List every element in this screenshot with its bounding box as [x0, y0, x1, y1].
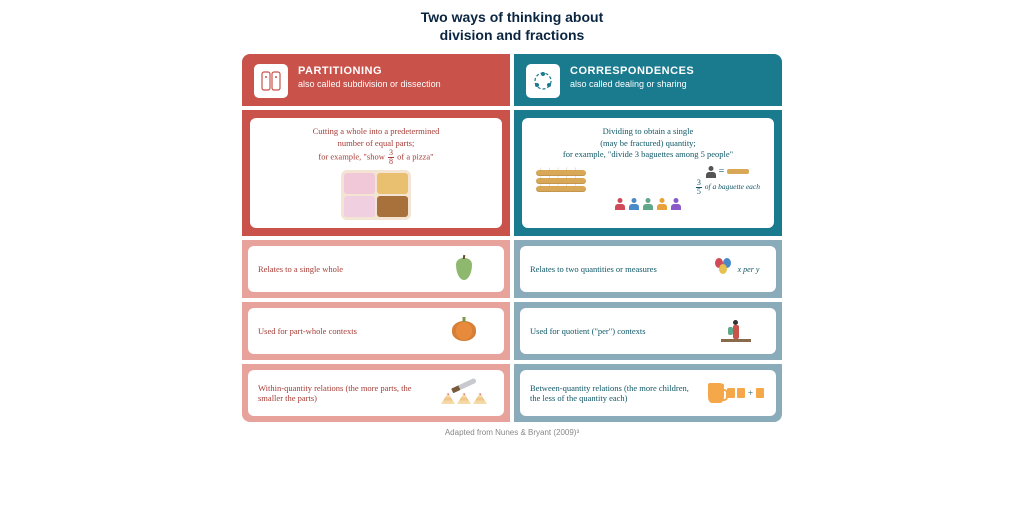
part-row-2: Used for part-whole contexts	[242, 302, 510, 360]
pear-icon	[434, 258, 494, 280]
corr-main-l3: for example, "divide 3 baguettes among 5…	[532, 149, 764, 160]
person-icon	[671, 198, 681, 210]
infographic-container: Two ways of thinking about division and …	[242, 0, 782, 437]
title-line-1: Two ways of thinking about	[421, 9, 604, 25]
part-row-2-text: Used for part-whole contexts	[258, 326, 426, 337]
correspondences-header: CORRESPONDENCES also called dealing or s…	[514, 54, 782, 106]
fraction-3-8: 38	[387, 149, 395, 166]
person-icon	[643, 198, 653, 210]
correspondences-title: CORRESPONDENCES	[570, 64, 694, 78]
part-main-l2: number of equal parts;	[260, 138, 492, 149]
partitioning-header-text: PARTITIONING also called subdivision or …	[298, 64, 441, 90]
part-main-l1: Cutting a whole into a predetermined	[260, 126, 492, 137]
correspondences-icon	[526, 64, 560, 98]
page-title: Two ways of thinking about division and …	[242, 8, 782, 44]
corr-row-3-text: Between-quantity relations (the more chi…	[530, 383, 698, 404]
baguette-result: = 35 of a baguette each	[695, 165, 760, 197]
people-row	[532, 198, 764, 210]
partitioning-title: PARTITIONING	[298, 64, 441, 78]
baguettes-icon	[536, 170, 586, 192]
correspondences-subtitle: also called dealing or sharing	[570, 79, 694, 91]
hiker-icon	[706, 320, 766, 342]
pumpkin-icon	[434, 321, 494, 341]
partitioning-header: PARTITIONING also called subdivision or …	[242, 54, 510, 106]
fraction-3-5: 35	[695, 179, 703, 196]
baguette-illustration: = 35 of a baguette each	[532, 165, 764, 197]
part-row-1: Relates to a single whole	[242, 240, 510, 298]
corr-row-3: Between-quantity relations (the more chi…	[514, 364, 782, 422]
correspondences-main-inner: Dividing to obtain a single (may be frac…	[522, 118, 774, 228]
corr-main-l1: Dividing to obtain a single	[532, 126, 764, 137]
pitcher-icon: +	[706, 383, 766, 403]
corr-row-1: Relates to two quantities or measures x …	[514, 240, 782, 298]
person-icon	[615, 198, 625, 210]
correspondences-header-text: CORRESPONDENCES also called dealing or s…	[570, 64, 694, 90]
part-row-1-text: Relates to a single whole	[258, 264, 426, 275]
x-per-y-label: x per y	[738, 265, 760, 274]
footer-citation: Adapted from Nunes & Bryant (2009)³	[242, 428, 782, 437]
part-row-3: Within-quantity relations (the more part…	[242, 364, 510, 422]
corr-main-l2: (may be fractured) quantity;	[532, 138, 764, 149]
partitioning-main-inner: Cutting a whole into a predetermined num…	[250, 118, 502, 228]
pizza-tray-icon	[341, 170, 411, 220]
partitioning-main: Cutting a whole into a predetermined num…	[242, 110, 510, 236]
partitioning-subtitle: also called subdivision or dissection	[298, 79, 441, 91]
balloons-icon: x per y	[706, 258, 766, 280]
part-row-3-text: Within-quantity relations (the more part…	[258, 383, 426, 404]
person-icon	[706, 166, 716, 178]
partitioning-icon	[254, 64, 288, 98]
person-icon	[629, 198, 639, 210]
corr-row-2-text: Used for quotient ("per") contexts	[530, 326, 698, 337]
correspondences-main: Dividing to obtain a single (may be frac…	[514, 110, 782, 236]
corr-row-1-text: Relates to two quantities or measures	[530, 264, 698, 275]
title-line-2: division and fractions	[440, 27, 585, 43]
comparison-grid: PARTITIONING also called subdivision or …	[242, 54, 782, 422]
corr-row-2: Used for quotient ("per") contexts	[514, 302, 782, 360]
cake-icon	[434, 383, 494, 404]
person-icon	[657, 198, 667, 210]
baguette-piece-icon	[727, 169, 749, 174]
part-main-l3: for example, "show 38 of a pizza"	[260, 149, 492, 166]
pizza-illustration	[260, 170, 492, 220]
